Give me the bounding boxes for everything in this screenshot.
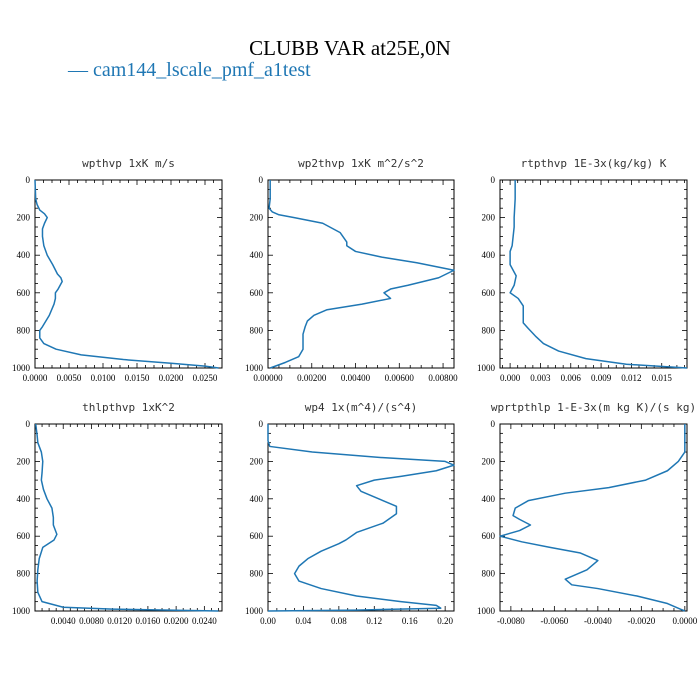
y-tick-label: 400 bbox=[482, 250, 496, 260]
y-tick-label: 1000 bbox=[12, 363, 31, 373]
x-tick-label: 0.08 bbox=[331, 616, 347, 626]
panel-title: wprtpthlp 1-E-3x(m kg K)/(s kg) bbox=[491, 401, 696, 414]
panel-2: wp2thvp 1xK m^2/s^2020040060080010000.00… bbox=[245, 157, 458, 383]
y-tick-label: 600 bbox=[482, 288, 496, 298]
y-tick-label: 800 bbox=[17, 569, 31, 579]
y-tick-label: 400 bbox=[250, 250, 264, 260]
x-tick-label: 0.00200 bbox=[297, 373, 327, 383]
y-tick-label: 0 bbox=[26, 175, 31, 185]
y-tick-label: 400 bbox=[17, 494, 31, 504]
y-tick-label: 400 bbox=[250, 494, 264, 504]
y-tick-label: 200 bbox=[250, 456, 264, 466]
x-tick-label: 0.0040 bbox=[51, 616, 76, 626]
y-tick-label: 600 bbox=[482, 531, 496, 541]
x-tick-label: 0.000 bbox=[500, 373, 521, 383]
x-tick-label: -0.0020 bbox=[627, 616, 655, 626]
panel-title: wpthvp 1xK m/s bbox=[82, 157, 175, 170]
plot-frame bbox=[499, 179, 688, 369]
y-tick-label: 600 bbox=[250, 531, 264, 541]
y-tick-label: 800 bbox=[482, 569, 496, 579]
x-tick-label: 0.0120 bbox=[107, 616, 132, 626]
y-tick-label: 200 bbox=[17, 456, 31, 466]
plot-frame bbox=[34, 423, 223, 612]
y-tick-label: 1000 bbox=[477, 363, 496, 373]
x-tick-label: 0.0200 bbox=[164, 616, 189, 626]
y-tick-label: 400 bbox=[17, 250, 31, 260]
y-tick-label: 1000 bbox=[245, 363, 264, 373]
x-tick-label: -0.0080 bbox=[497, 616, 525, 626]
x-tick-label: 0.00400 bbox=[341, 373, 371, 383]
y-tick-label: 400 bbox=[482, 494, 496, 504]
x-tick-label: 0.0150 bbox=[125, 373, 150, 383]
x-tick-label: 0.0100 bbox=[91, 373, 116, 383]
x-tick-label: 0.16 bbox=[402, 616, 418, 626]
x-tick-label: 0.0160 bbox=[136, 616, 161, 626]
y-tick-label: 800 bbox=[250, 325, 264, 335]
y-tick-label: 800 bbox=[482, 325, 496, 335]
y-tick-label: 200 bbox=[250, 213, 264, 223]
series-line bbox=[267, 424, 455, 612]
plot-frame bbox=[267, 179, 455, 369]
plot-frame bbox=[499, 423, 688, 612]
y-tick-label: 800 bbox=[250, 569, 264, 579]
x-tick-label: 0.04 bbox=[296, 616, 312, 626]
x-tick-label: 0.0250 bbox=[193, 373, 218, 383]
y-tick-label: 200 bbox=[17, 213, 31, 223]
y-tick-label: 600 bbox=[17, 288, 31, 298]
y-tick-label: 600 bbox=[250, 288, 264, 298]
panel-title: wp4 1x(m^4)/(s^4) bbox=[305, 401, 418, 414]
x-tick-label: 0.00 bbox=[260, 616, 276, 626]
y-tick-label: 200 bbox=[482, 456, 496, 466]
panel-6: wprtpthlp 1-E-3x(m kg K)/(s kg) 0 200 400 60… bbox=[477, 401, 698, 626]
y-tick-label: 0 bbox=[259, 175, 264, 185]
y-tick-label: 0 bbox=[491, 419, 496, 429]
x-tick-label: 0.012 bbox=[621, 373, 641, 383]
y-tick-label: 1000 bbox=[245, 606, 264, 616]
series-line bbox=[509, 180, 688, 369]
x-tick-label: 0.0240 bbox=[192, 616, 217, 626]
y-tick-label: 600 bbox=[17, 531, 31, 541]
x-tick-label: 0.015 bbox=[652, 373, 673, 383]
series-line bbox=[499, 424, 686, 612]
y-tick-label: 0 bbox=[259, 419, 264, 429]
y-tick-label: 0 bbox=[26, 419, 31, 429]
x-tick-label: 0.0050 bbox=[57, 373, 82, 383]
x-tick-label: 0.006 bbox=[561, 373, 582, 383]
legend-entry: — cam144_lscale_pmf_a1test bbox=[68, 59, 311, 81]
x-tick-label: 0.0000 bbox=[672, 616, 697, 626]
x-tick-label: 0.0000 bbox=[23, 373, 48, 383]
x-tick-label: 0.12 bbox=[366, 616, 382, 626]
panel-title: wp2thvp 1xK m^2/s^2 bbox=[298, 157, 424, 170]
x-tick-label: 0.0080 bbox=[79, 616, 104, 626]
y-tick-label: 0 bbox=[491, 175, 496, 185]
y-tick-label: 1000 bbox=[477, 606, 496, 616]
panel-title: rtpthvp 1E-3x(kg/kg) K bbox=[521, 157, 667, 170]
plot-frame bbox=[34, 179, 223, 369]
x-tick-label: 0.00000 bbox=[253, 373, 283, 383]
x-tick-label: 0.00600 bbox=[385, 373, 415, 383]
x-tick-label: 0.00800 bbox=[428, 373, 458, 383]
x-tick-label: 0.009 bbox=[591, 373, 612, 383]
plot-frame bbox=[267, 423, 455, 612]
y-tick-label: 1000 bbox=[12, 606, 31, 616]
x-tick-label: 0.003 bbox=[530, 373, 551, 383]
series-line bbox=[34, 179, 219, 369]
panel-3: rtpthvp 1E-3x(kg/kg) K 0 200 400 600 800 1000 0… bbox=[477, 157, 688, 383]
panel-title: thlpthvp 1xK^2 bbox=[82, 401, 175, 414]
series-line bbox=[34, 423, 219, 612]
y-tick-label: 200 bbox=[482, 213, 496, 223]
x-tick-label: 0.20 bbox=[437, 616, 453, 626]
x-tick-label: -0.0060 bbox=[540, 616, 568, 626]
figure-title: CLUBB VAR at25E,0N bbox=[249, 36, 451, 60]
x-tick-label: -0.0040 bbox=[584, 616, 612, 626]
x-tick-label: 0.0200 bbox=[159, 373, 184, 383]
series-line bbox=[268, 180, 455, 369]
y-tick-label: 800 bbox=[17, 325, 31, 335]
